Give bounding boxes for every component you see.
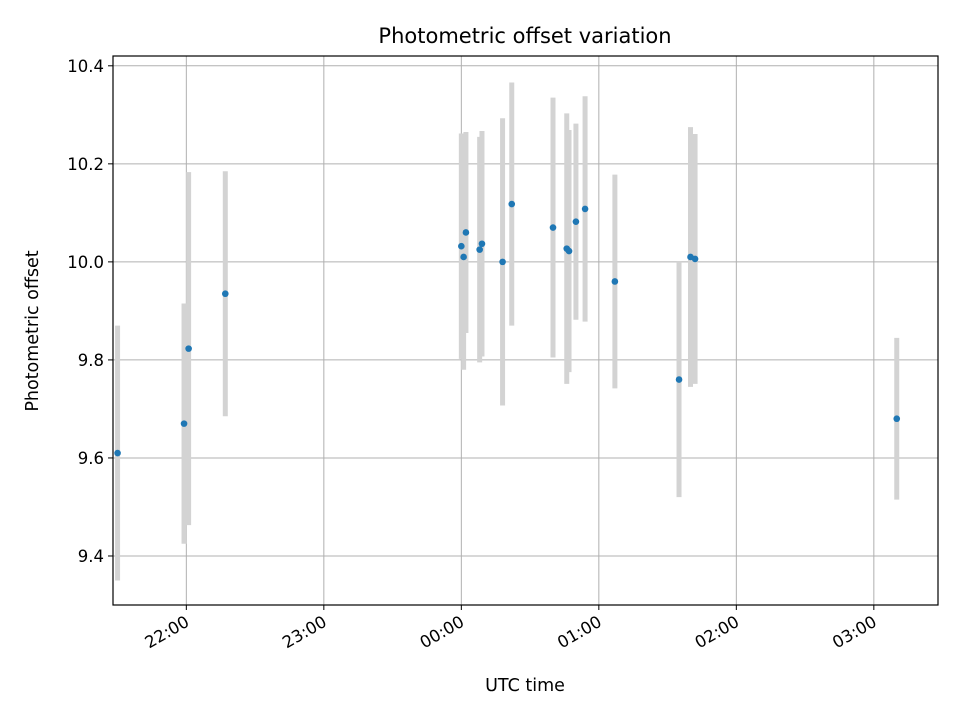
x-tick-label: 01:00	[554, 612, 605, 652]
y-tick-label: 10.0	[67, 253, 104, 272]
data-point	[458, 242, 465, 250]
plot-frame	[112, 55, 939, 606]
y-tick-label: 9.4	[78, 547, 104, 566]
x-axis-title: UTC time	[485, 676, 565, 696]
y-tick-label: 9.8	[78, 351, 104, 370]
x-tick-label: 23:00	[279, 612, 330, 652]
data-point	[508, 200, 516, 208]
x-tick-label: 22:00	[142, 612, 193, 652]
data-point	[675, 376, 683, 383]
y-tick-label: 10.4	[67, 57, 104, 76]
data-point	[499, 258, 506, 266]
data-point	[460, 253, 467, 261]
data-point	[185, 345, 192, 352]
y-tick-label: 9.6	[78, 449, 104, 468]
data-point	[581, 205, 589, 213]
data-point	[565, 247, 573, 255]
data-point	[893, 415, 901, 423]
x-tick-label: 03:00	[829, 612, 880, 652]
x-tick-label: 02:00	[692, 612, 743, 652]
data-point	[572, 218, 580, 225]
y-tick-label: 10.2	[67, 155, 104, 174]
x-tick-label: 00:00	[417, 612, 468, 652]
data-point	[476, 246, 483, 253]
grid	[113, 56, 938, 605]
chart-title: Photometric offset variation	[378, 24, 671, 48]
data-point	[478, 240, 486, 248]
data-points	[114, 200, 901, 457]
data-point	[691, 255, 699, 263]
data-point	[221, 290, 229, 298]
data-point	[549, 224, 557, 231]
data-point	[462, 229, 470, 236]
y-axis-title: Photometric offset	[23, 250, 43, 411]
data-point	[611, 278, 619, 285]
data-point	[114, 449, 121, 457]
data-point	[180, 420, 188, 427]
error-bars	[115, 82, 900, 581]
